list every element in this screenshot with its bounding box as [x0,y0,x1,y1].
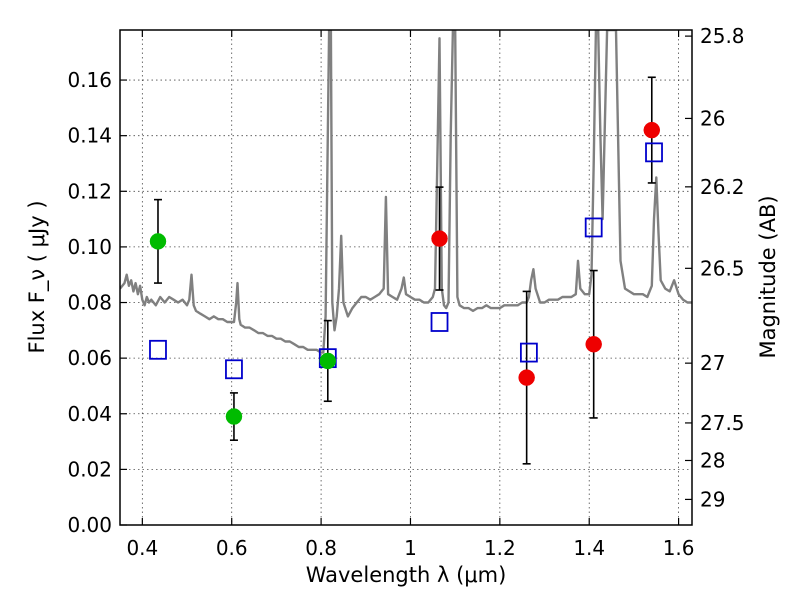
y-tick-label: 0.00 [67,513,112,537]
model-square-point [225,359,243,380]
x-tick-label: 0.4 [126,536,158,560]
observed-point [643,121,661,139]
model-square-point [519,342,538,363]
y-tick-label: 0.10 [67,235,112,259]
right-tick-label: 25.8 [700,24,745,48]
y-tick-label: 0.08 [67,291,112,315]
x-tick-label: 1 [404,536,417,560]
y-axis-label: Flux F_ν ( μJy ) [25,200,50,353]
y-tick-label: 0.06 [67,346,112,370]
right-tick-labels: 25.8 26 26.2 26.5 27 27.5 28 29 [700,24,745,511]
y-tick-label: 0.12 [67,179,112,203]
y-tick-label: 0.02 [67,457,112,481]
x-tick-label: 1.4 [573,536,605,560]
right-tick-label: 28 [700,448,725,472]
y-tick-labels: 0.00 0.02 0.04 0.06 0.08 0.10 0.12 0.14 0.16 [67,68,112,537]
right-tick-label: 27.5 [700,411,745,435]
grid-lines [120,30,692,526]
right-tick-label: 26.5 [700,256,745,280]
observed-point [518,369,535,386]
observed-point [319,352,337,370]
x-tick-label: 1.6 [663,536,695,560]
observed-point [585,335,602,353]
y-tick-label: 0.04 [67,402,112,426]
y-tick-label: 0.16 [67,68,112,92]
model-square-point [149,339,167,360]
right-tick-label: 29 [700,487,725,511]
model-square-point [645,142,663,163]
x-axis-label: Wavelength λ (μm) [306,563,507,587]
model-spectrum [120,30,692,354]
model-square-point [584,217,603,238]
plot-frame [119,29,693,526]
plot-background [120,30,692,525]
x-tick-label: 0.8 [305,536,337,560]
right-tick-label: 26 [700,106,725,130]
x-tick-label: 1.2 [484,536,516,560]
x-tick-labels: 0.4 0.6 0.8 1 1.2 1.4 1.6 [126,536,694,560]
observed-point [431,230,448,247]
x-tick-label: 0.6 [216,536,248,560]
spectrum-line [120,30,692,354]
observed-photometry-points [149,121,661,425]
right-tick-label: 26.2 [700,175,745,199]
right-tick-label: 27 [700,351,725,375]
y-tick-label: 0.14 [67,124,112,148]
model-square-point [430,312,449,332]
axis-ticks [120,30,692,526]
right-axis-label: Magnitude (AB) [756,195,780,358]
observed-point [149,233,167,250]
observed-point [225,408,243,425]
